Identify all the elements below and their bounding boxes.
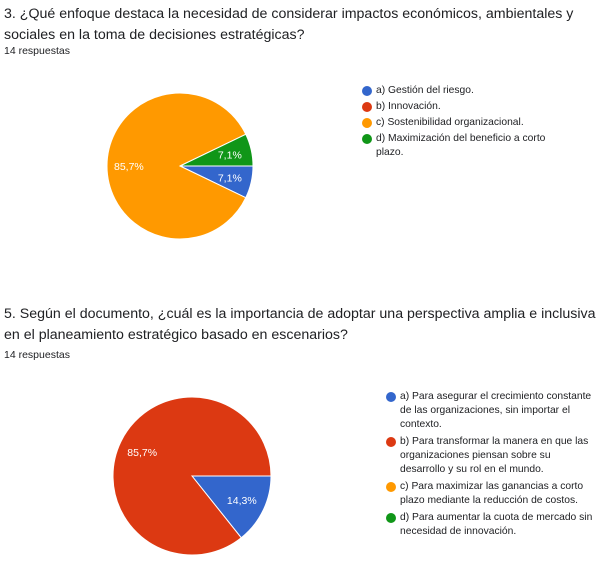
legend-swatch (362, 134, 372, 144)
legend-label: c) Para maximizar las ganancias a corto … (400, 481, 584, 506)
pie-chart: 7,1% 85,7% 7,1% (106, 92, 254, 240)
question-title: 5. Según el documento, ¿cuál es la impor… (4, 306, 596, 343)
legend-item-b: b) Para transformar la manera en que las… (386, 435, 596, 477)
legend-item-a: a) Para asegurar el crecimiento constant… (386, 390, 596, 432)
response-count: 14 respuestas (4, 349, 70, 361)
slice-label-a: 7,1% (218, 172, 242, 184)
legend-swatch (386, 513, 396, 523)
legend-swatch (386, 392, 396, 402)
response-count: 14 respuestas (4, 45, 70, 57)
legend-item-d: d) Maximización del beneficio a corto pl… (362, 132, 552, 160)
legend-label: b) Innovación. (376, 101, 441, 112)
legend-swatch (386, 437, 396, 447)
legend-swatch (386, 482, 396, 492)
slice-label-b: 85,7% (127, 447, 157, 459)
slice-label-d: 7,1% (218, 150, 242, 162)
question-title: 3. ¿Qué enfoque destaca la necesidad de … (4, 6, 574, 43)
slice-label-a: 14,3% (227, 495, 257, 507)
legend-swatch (362, 102, 372, 112)
legend-label: d) Maximización del beneficio a corto pl… (376, 133, 546, 158)
legend-item-c: c) Para maximizar las ganancias a corto … (386, 480, 596, 508)
legend-item-b: b) Innovación. (362, 100, 552, 114)
legend-label: b) Para transformar la manera en que las… (400, 436, 589, 475)
chart-legend: a) Para asegurar el crecimiento constant… (386, 390, 596, 542)
slice-label-c: 85,7% (114, 161, 144, 173)
legend-swatch (362, 86, 372, 96)
legend-label: a) Para asegurar el crecimiento constant… (400, 391, 592, 430)
pie-slice-d (179, 133, 254, 167)
legend-item-a: a) Gestión del riesgo. (362, 84, 552, 98)
legend-item-d: d) Para aumentar la cuota de mercado sin… (386, 511, 596, 539)
chart-legend: a) Gestión del riesgo. b) Innovación. c) S… (362, 84, 552, 162)
pie-slice-c (106, 92, 247, 240)
legend-label: d) Para aumentar la cuota de mercado sin… (400, 512, 593, 537)
pie-slice-a (190, 475, 272, 539)
legend-label: c) Sostenibilidad organizacional. (376, 117, 524, 128)
pie-slice-b (112, 396, 272, 556)
legend-label: a) Gestión del riesgo. (376, 85, 474, 96)
legend-item-c: c) Sostenibilidad organizacional. (362, 116, 552, 130)
legend-swatch (362, 118, 372, 128)
pie-chart: 14,3% 85,7% (112, 396, 272, 556)
